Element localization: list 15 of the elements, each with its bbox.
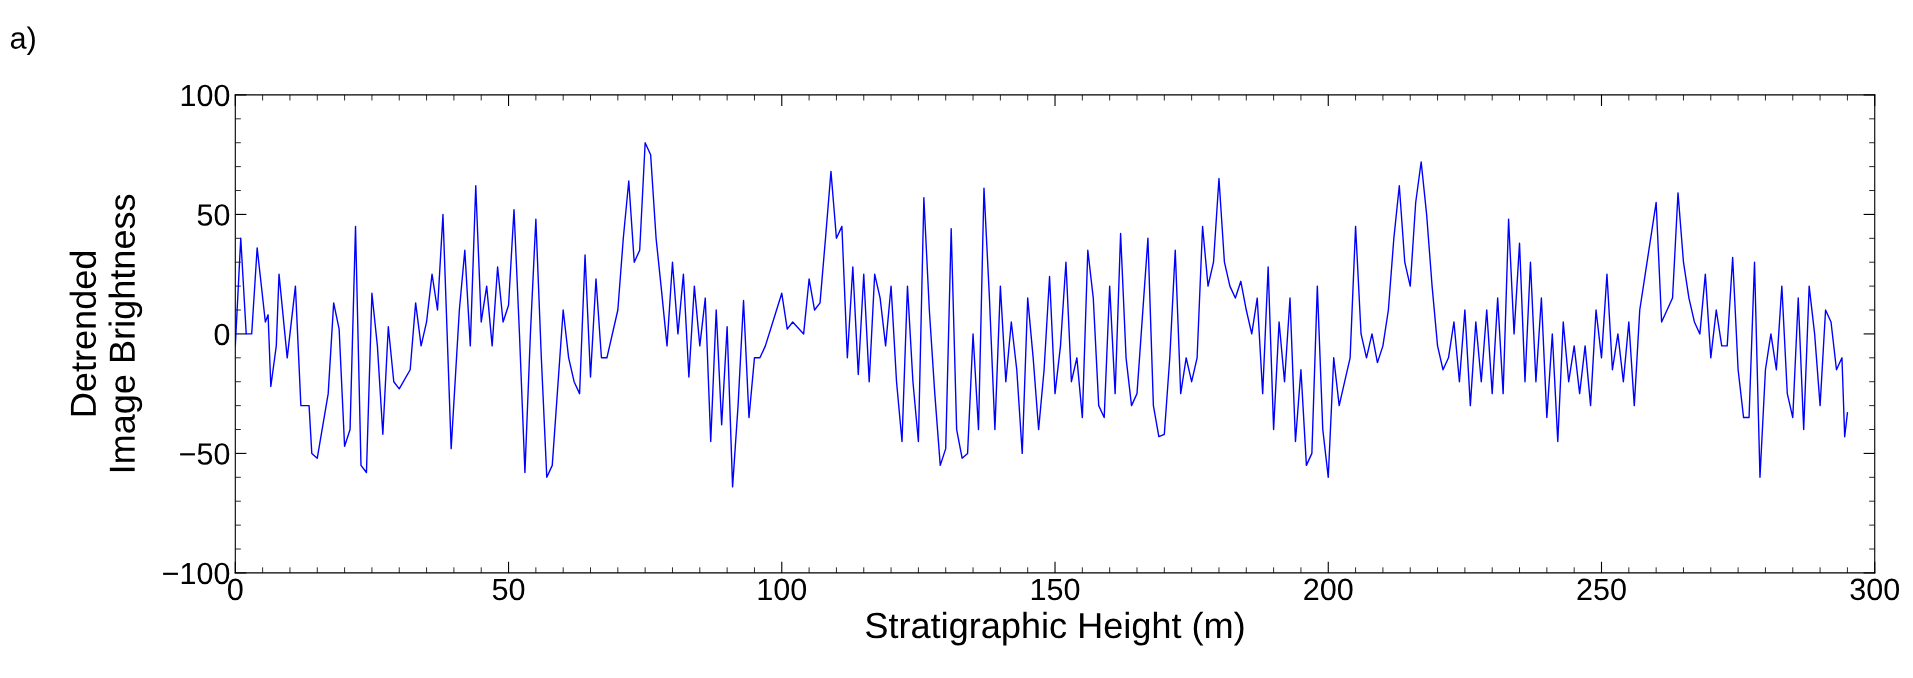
y-axis-title: Detrended Image Brightness bbox=[69, 194, 143, 472]
y-tick-label: 0 bbox=[214, 323, 230, 346]
y-tick-label: −100 bbox=[163, 562, 230, 585]
y-tick-label: 100 bbox=[181, 84, 230, 107]
x-tick-label: 250 bbox=[1577, 578, 1626, 601]
x-tick-label: 300 bbox=[1850, 578, 1900, 601]
chart-title: a) bbox=[10, 26, 35, 55]
line-series bbox=[235, 142, 1849, 488]
y-tick-label: −50 bbox=[180, 443, 230, 465]
x-tick-label: 150 bbox=[1031, 578, 1080, 601]
x-tick-label: 50 bbox=[492, 578, 525, 601]
x-axis-title: Stratigraphic Height (m) bbox=[866, 611, 1244, 646]
x-tick-label: 100 bbox=[758, 578, 807, 601]
x-tick-label: 200 bbox=[1304, 578, 1353, 601]
y-tick-label: 50 bbox=[197, 204, 230, 226]
